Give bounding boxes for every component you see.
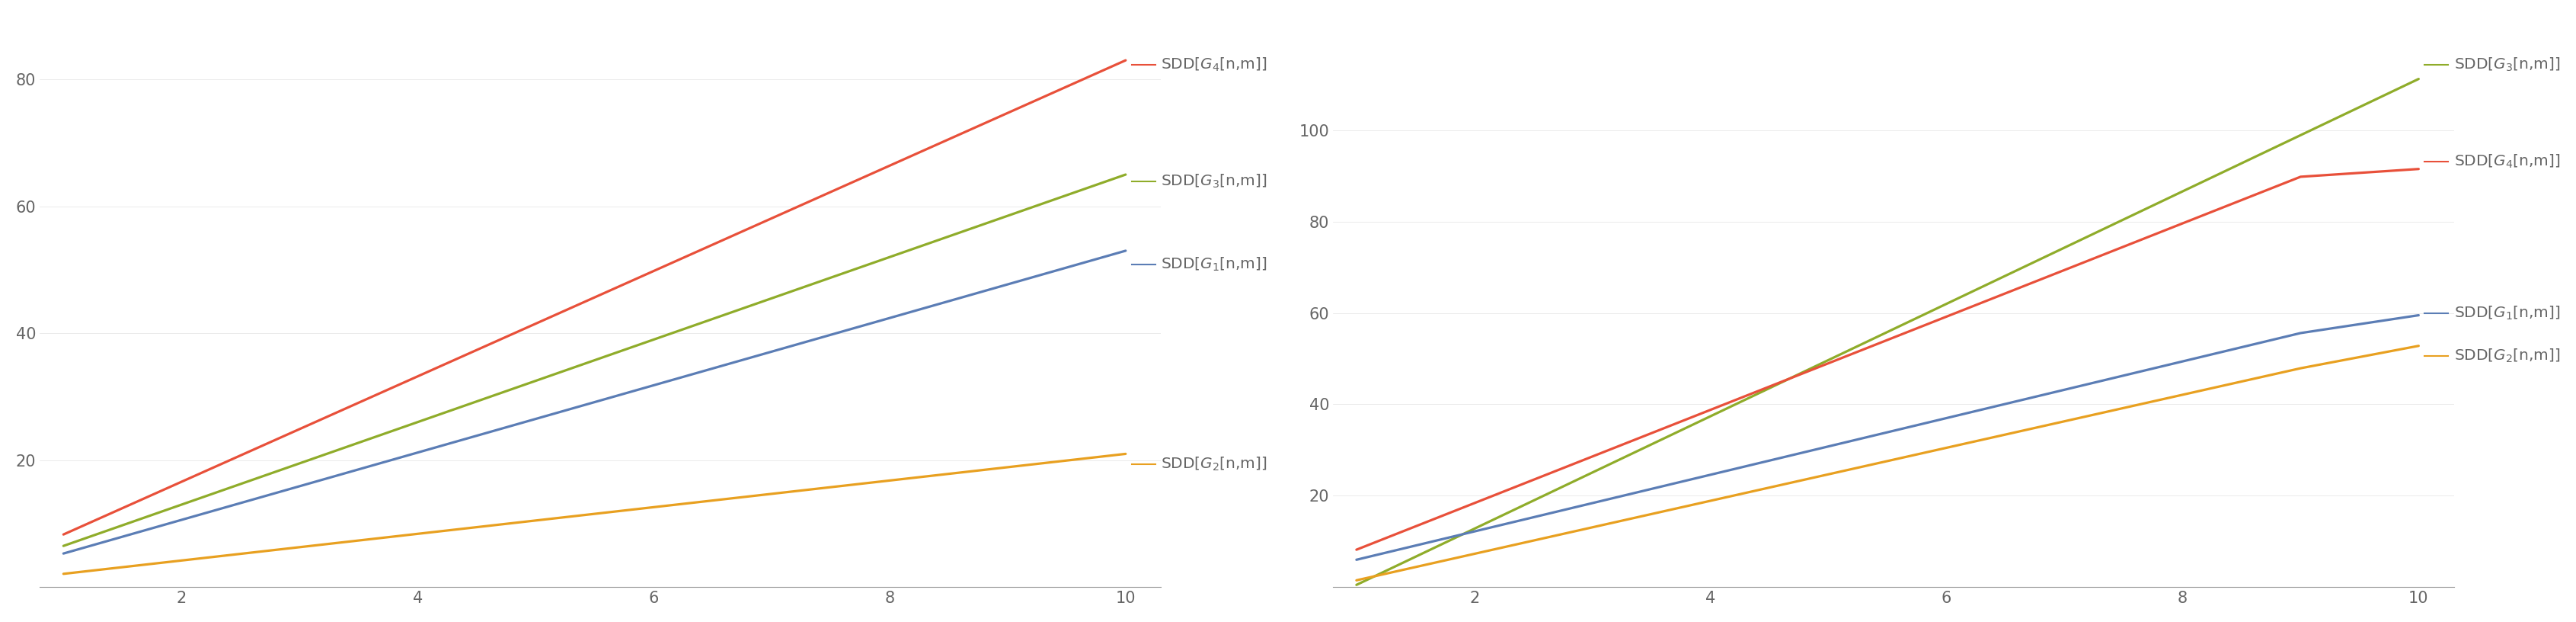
Text: SDD[$G_3$[n,m]]: SDD[$G_3$[n,m]] [1162, 173, 1267, 190]
Text: SDD[$G_2$[n,m]]: SDD[$G_2$[n,m]] [2455, 347, 2561, 364]
Text: SDD[$G_4$[n,m]]: SDD[$G_4$[n,m]] [1162, 56, 1267, 73]
Text: SDD[$G_4$[n,m]]: SDD[$G_4$[n,m]] [2455, 153, 2561, 170]
Text: SDD[$G_2$[n,m]]: SDD[$G_2$[n,m]] [1162, 456, 1267, 473]
Text: SDD[$G_3$[n,m]]: SDD[$G_3$[n,m]] [2455, 56, 2561, 73]
Text: SDD[$G_1$[n,m]]: SDD[$G_1$[n,m]] [2455, 304, 2561, 322]
Text: SDD[$G_1$[n,m]]: SDD[$G_1$[n,m]] [1162, 256, 1267, 273]
